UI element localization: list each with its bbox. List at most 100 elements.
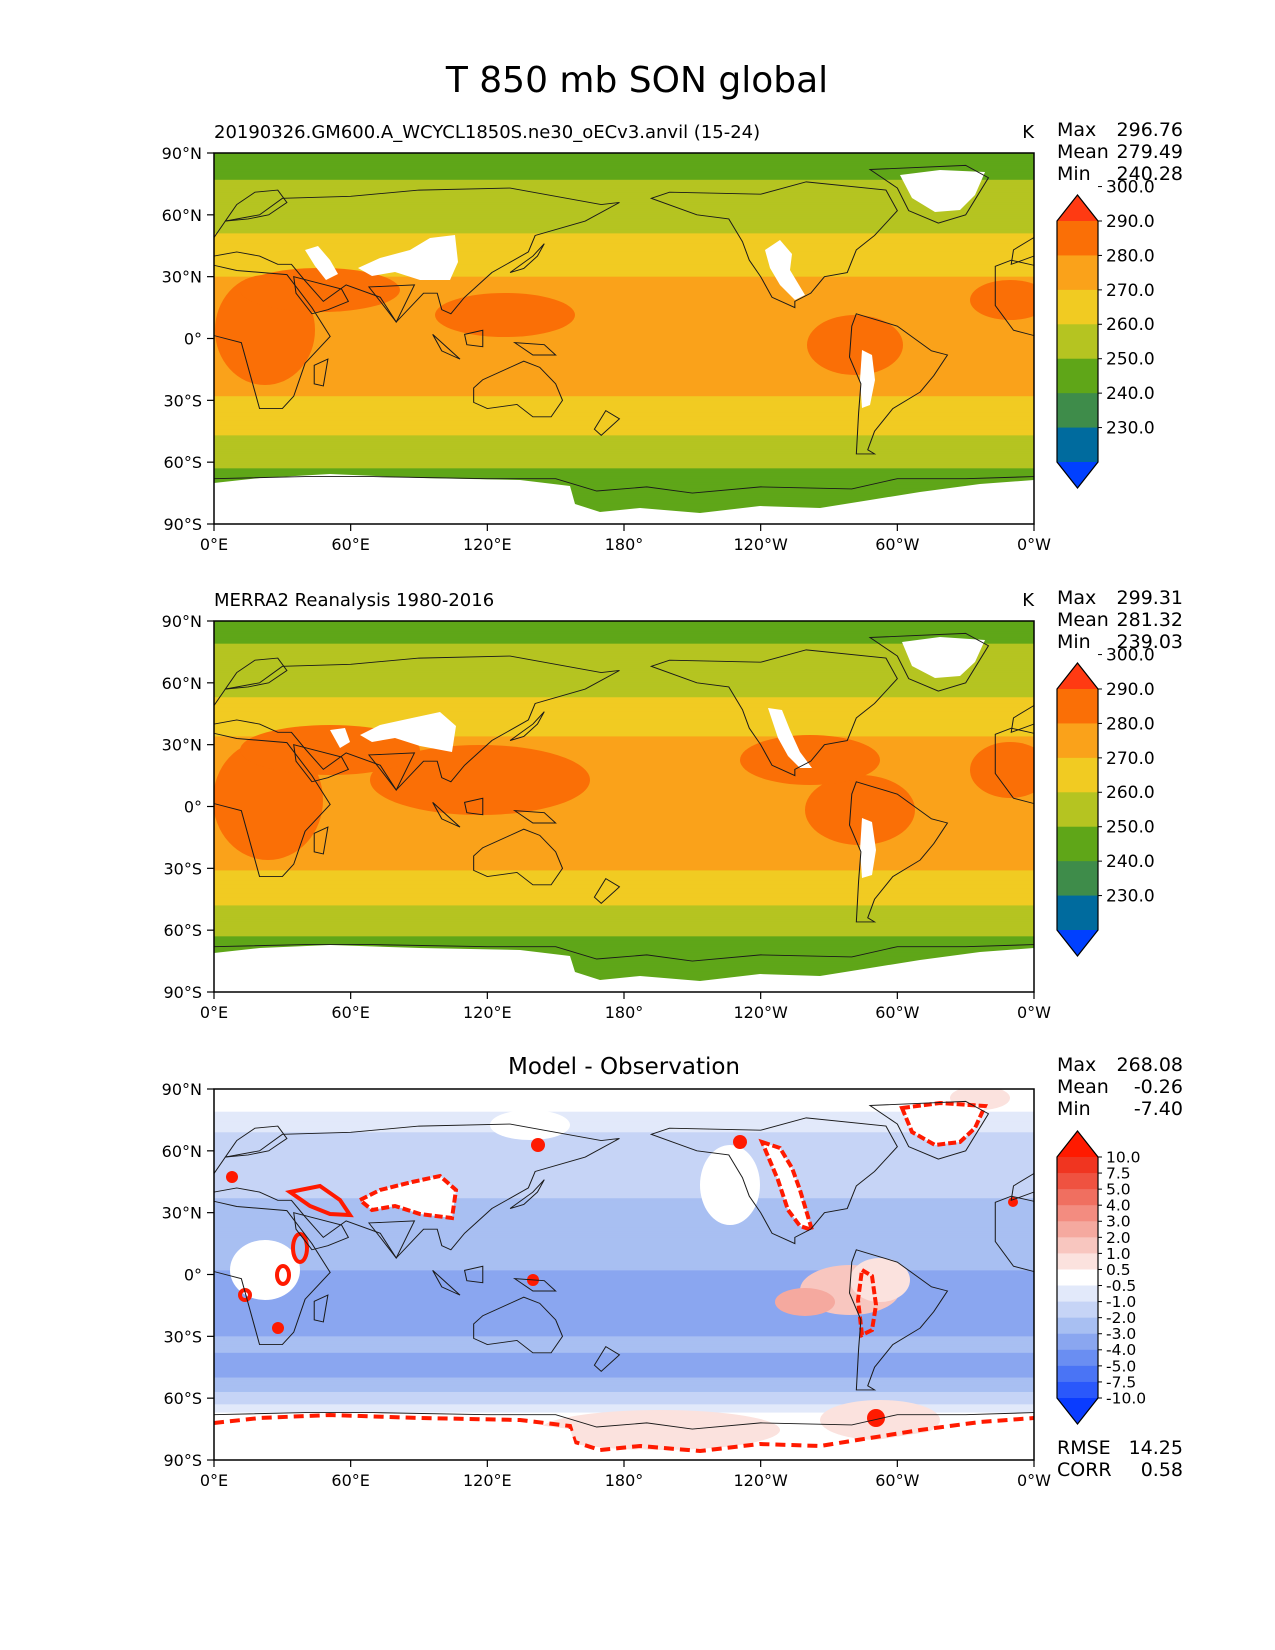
iran-anomaly xyxy=(285,1183,354,1218)
zonal-band xyxy=(214,289,1034,292)
colorbar-tick-label: 2.0 xyxy=(1106,1229,1131,1247)
zonal-band xyxy=(214,1173,1034,1177)
stat-min-label: Min xyxy=(1057,163,1091,185)
x-tick-label: 180° xyxy=(605,1471,644,1490)
zonal-band xyxy=(214,779,1034,783)
zonal-band xyxy=(214,408,1034,412)
x-tick-label: 0°E xyxy=(200,1471,228,1490)
zonal-band xyxy=(214,909,1034,913)
zonal-band xyxy=(214,371,1034,375)
zonal-band xyxy=(214,1290,1034,1294)
zonal-band xyxy=(214,497,1034,500)
zonal-band xyxy=(214,662,1034,665)
zonal-band xyxy=(214,1117,1034,1121)
zonal-band xyxy=(214,1253,1034,1257)
zonal-band xyxy=(214,913,1034,917)
colorbar-segment xyxy=(1057,1365,1098,1383)
zonal-band xyxy=(214,303,1034,307)
zonal-band xyxy=(214,367,1034,371)
zonal-band xyxy=(214,1377,1034,1381)
stat-max-value: 296.76 xyxy=(1117,119,1183,141)
y-tick-label: 90°S xyxy=(163,515,202,534)
zonal-band xyxy=(214,425,1034,428)
colorbar-tick-label: 230.0 xyxy=(1106,419,1155,439)
zonal-band xyxy=(214,1408,1034,1412)
zonal-band xyxy=(214,1389,1034,1393)
stat-max-value: 268.08 xyxy=(1117,1054,1183,1076)
andes-mask xyxy=(860,350,875,408)
zonal-band xyxy=(214,153,1034,156)
colorbar-tick-label: -2.0 xyxy=(1106,1309,1136,1327)
zonal-band xyxy=(214,1363,1034,1366)
zonal-band xyxy=(214,251,1034,255)
zonal-band xyxy=(214,437,1034,441)
zonal-band xyxy=(214,734,1034,738)
zonal-band xyxy=(214,676,1034,680)
zonal-band xyxy=(214,629,1034,632)
positive-region xyxy=(775,1288,835,1316)
zonal-band xyxy=(214,179,1034,183)
zonal-band xyxy=(214,680,1034,684)
zonal-band xyxy=(214,322,1034,325)
zonal-band xyxy=(214,656,1034,659)
zonal-band xyxy=(214,884,1034,888)
zonal-band xyxy=(214,218,1034,222)
warm-pool-region xyxy=(370,745,590,815)
zonal-band xyxy=(214,1101,1034,1105)
atlantic-warm-region xyxy=(970,280,1034,320)
zonal-band xyxy=(214,282,1034,286)
zonal-band xyxy=(214,1315,1034,1319)
zonal-band xyxy=(214,295,1034,298)
rockies-mask xyxy=(765,240,805,300)
zonal-band xyxy=(214,781,1034,785)
zonal-band xyxy=(214,771,1034,775)
zonal-band xyxy=(214,1146,1034,1150)
zonal-band xyxy=(214,276,1034,280)
zonal-band xyxy=(214,1095,1034,1098)
zonal-band xyxy=(214,633,1034,637)
colorbar-segment xyxy=(1057,1189,1098,1206)
zonal-band xyxy=(214,864,1034,867)
zonal-band xyxy=(214,398,1034,401)
zonal-band xyxy=(214,672,1034,676)
zonal-band xyxy=(214,866,1034,869)
x-tick-label: 120°E xyxy=(463,1471,512,1490)
colorbar-tick-label: 250.0 xyxy=(1106,818,1155,838)
zonal-band xyxy=(214,212,1034,216)
x-tick-label: 60°W xyxy=(875,1471,919,1490)
south-america-warm-region xyxy=(805,775,915,845)
zonal-band xyxy=(214,165,1034,169)
zonal-band xyxy=(214,847,1034,851)
zonal-band xyxy=(214,499,1034,502)
colorbar-tick-label: -1.0 xyxy=(1106,1293,1136,1311)
zonal-band xyxy=(214,670,1034,674)
colorbar-tick-label: 270.0 xyxy=(1106,281,1155,301)
zonal-band xyxy=(214,1194,1034,1197)
zonal-band xyxy=(214,882,1034,886)
stat-mean-label: Mean xyxy=(1057,1076,1109,1098)
zonal-band xyxy=(214,348,1034,352)
zonal-band xyxy=(214,1299,1034,1302)
zonal-band xyxy=(214,480,1034,484)
zonal-band xyxy=(214,159,1034,162)
atlantic-warm-region xyxy=(970,742,1034,798)
zonal-band xyxy=(214,1400,1034,1403)
stat-max-label: Max xyxy=(1057,119,1096,141)
zonal-band xyxy=(214,763,1034,766)
x-tick-label: 0°E xyxy=(200,535,228,554)
zonal-band xyxy=(214,870,1034,874)
y-tick-label: 90°N xyxy=(162,144,202,163)
zonal-band xyxy=(214,1148,1034,1152)
colorbar-segment xyxy=(1057,1381,1098,1399)
zonal-band xyxy=(214,373,1034,377)
colorbar-segment xyxy=(1057,427,1098,463)
zonal-band xyxy=(214,956,1034,960)
zonal-band xyxy=(214,1167,1034,1170)
colorbar-tick-label: 260.0 xyxy=(1106,315,1155,335)
colorbar-tick-label: 290.0 xyxy=(1106,212,1155,232)
zonal-band xyxy=(214,258,1034,261)
zonal-band xyxy=(214,307,1034,311)
colorbar-segment xyxy=(1057,1157,1098,1174)
panel-observation: MERRA2 Reanalysis 1980-2016 K xyxy=(162,590,1052,1022)
colorbar-extend-max xyxy=(1057,663,1098,689)
